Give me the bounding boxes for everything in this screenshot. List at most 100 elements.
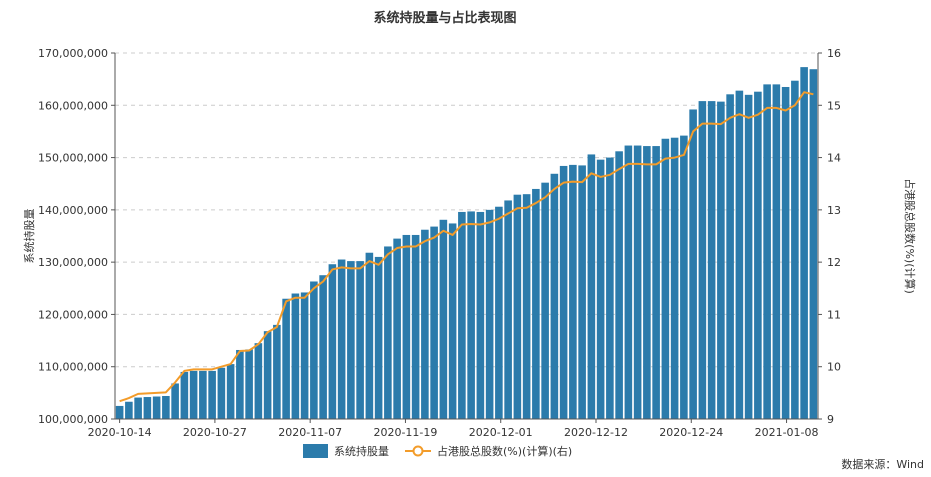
y2-tick-label: 16 [827, 47, 841, 60]
bar [624, 145, 633, 419]
bar [707, 101, 716, 420]
source-note: 数据来源：Wind [841, 457, 924, 471]
bar [578, 165, 586, 419]
bar [633, 145, 642, 419]
bar [541, 182, 549, 419]
x-tick-label: 2020-12-01 [469, 426, 533, 439]
y2-tick-label: 12 [827, 256, 841, 269]
bar [643, 146, 651, 419]
bar [569, 164, 577, 419]
bar [273, 324, 281, 419]
bar [291, 293, 300, 419]
bar [680, 135, 688, 419]
bar [374, 256, 383, 419]
bar [226, 364, 235, 419]
bar [467, 211, 475, 419]
bar [430, 226, 438, 419]
y2-tick-label: 13 [827, 204, 841, 217]
bar [402, 234, 411, 419]
legend: 系统持股量 占港股总股数(%)(计算)(右) [303, 444, 572, 458]
bar [615, 151, 623, 419]
bar [134, 397, 142, 419]
bar [670, 137, 679, 419]
bar [115, 405, 124, 419]
bar [532, 188, 540, 419]
bar [800, 67, 808, 420]
bar [791, 80, 799, 419]
bar [143, 397, 152, 419]
y2-tick-label: 11 [827, 308, 841, 321]
chart-title: 系统持股量与占比表现图 [373, 10, 516, 26]
y-tick-label: 140,000,000 [38, 204, 108, 217]
bar [384, 246, 392, 419]
x-tick-label: 2020-11-19 [373, 426, 437, 439]
bar [152, 396, 161, 419]
bar [726, 94, 734, 419]
bar [282, 298, 290, 419]
bar [310, 281, 318, 419]
line-series [119, 91, 814, 403]
bar [522, 194, 531, 419]
legend-bar-label: 系统持股量 [334, 444, 389, 458]
bar [504, 200, 512, 419]
bar [485, 209, 494, 419]
legend-bar-swatch [303, 444, 328, 458]
legend-line-marker [412, 445, 424, 457]
bar [550, 173, 559, 419]
bar [652, 146, 660, 419]
bar [245, 349, 253, 419]
bar [208, 370, 216, 419]
bar [717, 101, 725, 419]
tick-labels: 100,000,000 110,000,000 120,000,000 130,000… [38, 47, 841, 439]
bar [393, 238, 401, 419]
x-tick-label: 2020-11-07 [278, 426, 342, 439]
bar [476, 211, 485, 419]
bar [421, 229, 429, 419]
bar [125, 401, 133, 419]
y-tick-label: 100,000,000 [38, 413, 108, 426]
y-tick-label: 160,000,000 [38, 99, 108, 112]
bar [171, 383, 179, 419]
bar [458, 211, 466, 419]
bar [754, 91, 762, 419]
bar [559, 165, 568, 419]
bar [347, 261, 355, 419]
bar [356, 261, 364, 419]
y-axis-title: 系统持股量 [22, 209, 36, 264]
bar [448, 223, 457, 419]
bar [587, 154, 596, 420]
bar [809, 69, 818, 420]
x-tick-label: 2020-12-24 [659, 426, 723, 439]
bar [689, 109, 697, 420]
y-tick-label: 110,000,000 [38, 361, 108, 374]
bar [189, 370, 198, 419]
bar [300, 292, 309, 419]
bar [744, 94, 753, 419]
bar [698, 101, 707, 420]
bar [513, 194, 522, 419]
bar [328, 264, 337, 419]
bar [263, 331, 272, 419]
bar [337, 259, 346, 419]
bar [781, 86, 790, 419]
bar [606, 157, 614, 420]
bar [411, 234, 420, 419]
bar [735, 90, 744, 419]
bar-series [115, 67, 818, 420]
bar [661, 138, 670, 419]
legend-line-label: 占港股总股数(%)(计算)(右) [437, 444, 572, 458]
axes [114, 53, 819, 420]
bar [217, 367, 226, 419]
y-tick-label: 120,000,000 [38, 308, 108, 321]
bar [162, 395, 170, 419]
bar [495, 206, 503, 419]
line-path [119, 91, 814, 403]
y2-tick-label: 10 [827, 361, 841, 374]
x-tick-label: 2021-01-08 [755, 426, 819, 439]
bar [439, 219, 448, 419]
y-tick-label: 150,000,000 [38, 152, 108, 165]
bar [596, 159, 605, 420]
bar [199, 370, 207, 419]
bar [254, 343, 263, 419]
